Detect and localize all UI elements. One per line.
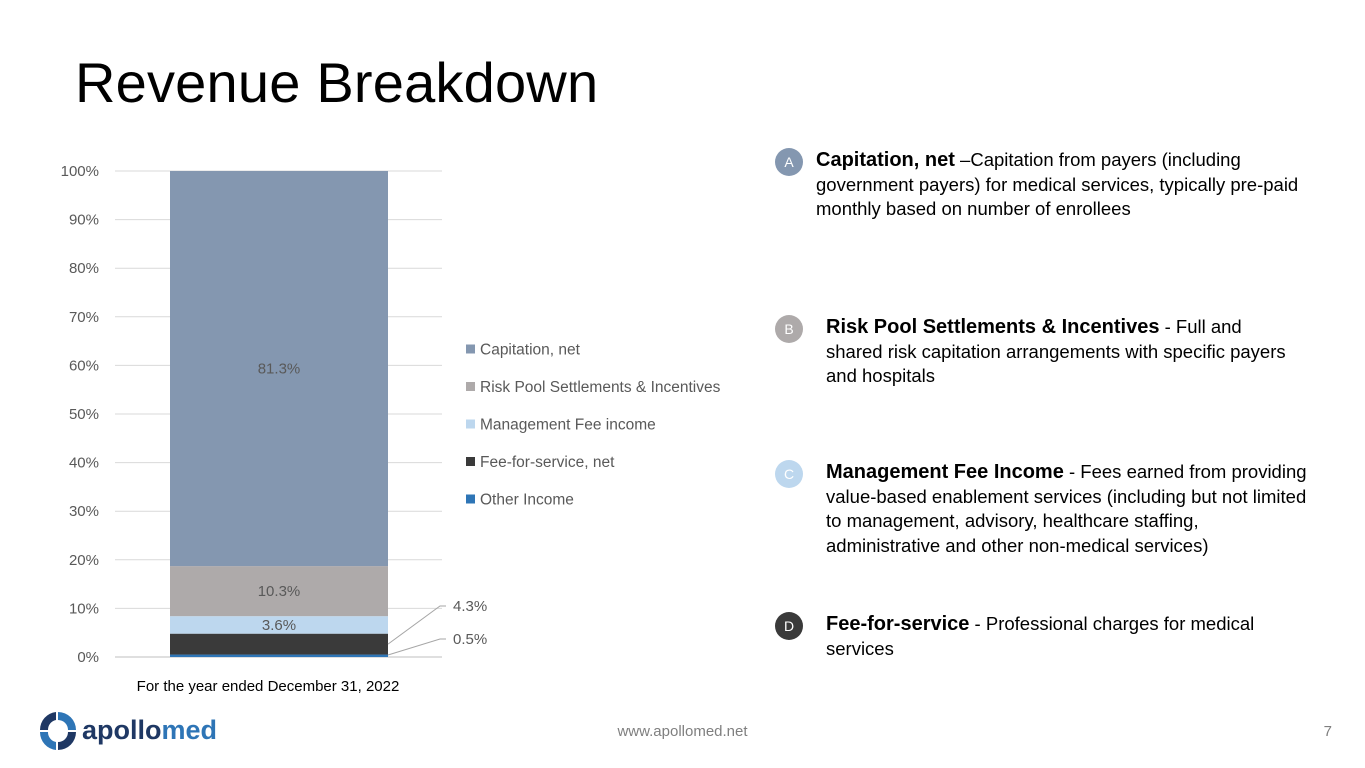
- description-heading: Risk Pool Settlements & Incentives: [826, 316, 1160, 338]
- description-heading: Management Fee Income: [826, 461, 1064, 483]
- badge-b-icon: B: [775, 315, 803, 343]
- data-label: 81.3%: [258, 361, 301, 378]
- logo-text-apollo: apollo: [82, 715, 162, 745]
- data-label: 3.6%: [262, 617, 296, 634]
- description-body: Professional charges for medical service…: [826, 613, 1255, 659]
- y-tick-label: 20%: [69, 552, 99, 569]
- data-label: 0.5%: [453, 631, 487, 648]
- legend-label: Other Income: [480, 492, 574, 509]
- bar-segment: [170, 566, 388, 617]
- svg-text:apollomed: apollomed: [82, 715, 217, 745]
- bar-segment: [170, 616, 388, 634]
- badge-d-icon: D: [775, 612, 803, 640]
- bar-segment: [170, 171, 388, 567]
- badge-a-icon: A: [775, 148, 803, 176]
- description-capitation: A Capitation, net –Capitation from payer…: [775, 148, 1299, 222]
- y-tick-label: 80%: [69, 260, 99, 277]
- legend-swatch: [466, 457, 475, 466]
- description-management-fee: C Management Fee Income - Fees earned fr…: [775, 460, 1307, 558]
- legend-swatch: [466, 494, 475, 504]
- logo-mark-icon: [39, 712, 76, 750]
- y-tick-label: 0%: [77, 649, 99, 666]
- badge-c-icon: C: [775, 460, 803, 488]
- y-tick-label: 70%: [69, 309, 99, 326]
- x-category-label: For the year ended December 31, 2022: [137, 678, 400, 695]
- y-tick-label: 100%: [61, 163, 99, 180]
- description-separator: -: [1063, 461, 1081, 482]
- legend-label: Capitation, net: [480, 342, 581, 359]
- slide-title: Revenue Breakdown: [75, 51, 599, 114]
- y-axis-tick-labels: 0% 10% 20% 30% 40% 50% 60% 70% 80% 90% 100%: [61, 163, 99, 666]
- description-risk-pool: B Risk Pool Settlements & Incentives - F…: [775, 315, 1295, 389]
- description-heading: Capitation, net: [816, 149, 955, 171]
- y-tick-label: 60%: [69, 357, 99, 374]
- description-separator: –: [954, 149, 971, 170]
- y-tick-label: 10%: [69, 600, 99, 617]
- bar-segment: [170, 654, 388, 657]
- y-tick-label: 90%: [69, 212, 99, 229]
- data-label-leader-line: [387, 605, 446, 645]
- data-label-leader-line: [387, 638, 446, 656]
- data-label: 4.3%: [453, 598, 487, 615]
- legend-swatch: [466, 382, 475, 391]
- legend-swatch: [466, 419, 475, 429]
- page-number: 7: [1323, 723, 1332, 740]
- apollomed-logo: apollomed: [39, 712, 217, 750]
- description-body: Full and shared risk capitation arrangem…: [826, 316, 1286, 386]
- description-separator: -: [1159, 316, 1176, 337]
- description-fee-for-service: D Fee-for-service - Professional charges…: [775, 612, 1295, 661]
- revenue-chart: 0% 10% 20% 30% 40% 50% 60% 70% 80% 90% 100% 0.5% 4.…: [61, 163, 721, 695]
- stacked-bar: [170, 171, 388, 657]
- data-labels: 0.5% 4.3% 3.6% 10.3% 81.3%: [258, 361, 487, 656]
- data-label: 10.3%: [258, 583, 301, 600]
- legend-swatch: [466, 344, 475, 354]
- description-body: Fees earned from providing value-based e…: [826, 461, 1307, 556]
- description-body: Capitation from payers (including govern…: [816, 149, 1299, 219]
- footer-url: www.apollomed.net: [617, 723, 748, 740]
- description-heading: Fee-for-service: [826, 613, 970, 635]
- y-tick-label: 50%: [69, 406, 99, 423]
- bar-segment: [170, 633, 388, 655]
- chart-legend: Capitation, net Risk Pool Settlements & I…: [466, 342, 721, 509]
- legend-label: Management Fee income: [480, 417, 656, 434]
- logo-text-med: med: [162, 715, 218, 745]
- description-separator: -: [969, 613, 986, 634]
- legend-label: Fee-for-service, net: [480, 454, 615, 471]
- y-tick-label: 30%: [69, 503, 99, 520]
- y-tick-label: 40%: [69, 455, 99, 472]
- legend-label: Risk Pool Settlements & Incentives: [480, 379, 721, 396]
